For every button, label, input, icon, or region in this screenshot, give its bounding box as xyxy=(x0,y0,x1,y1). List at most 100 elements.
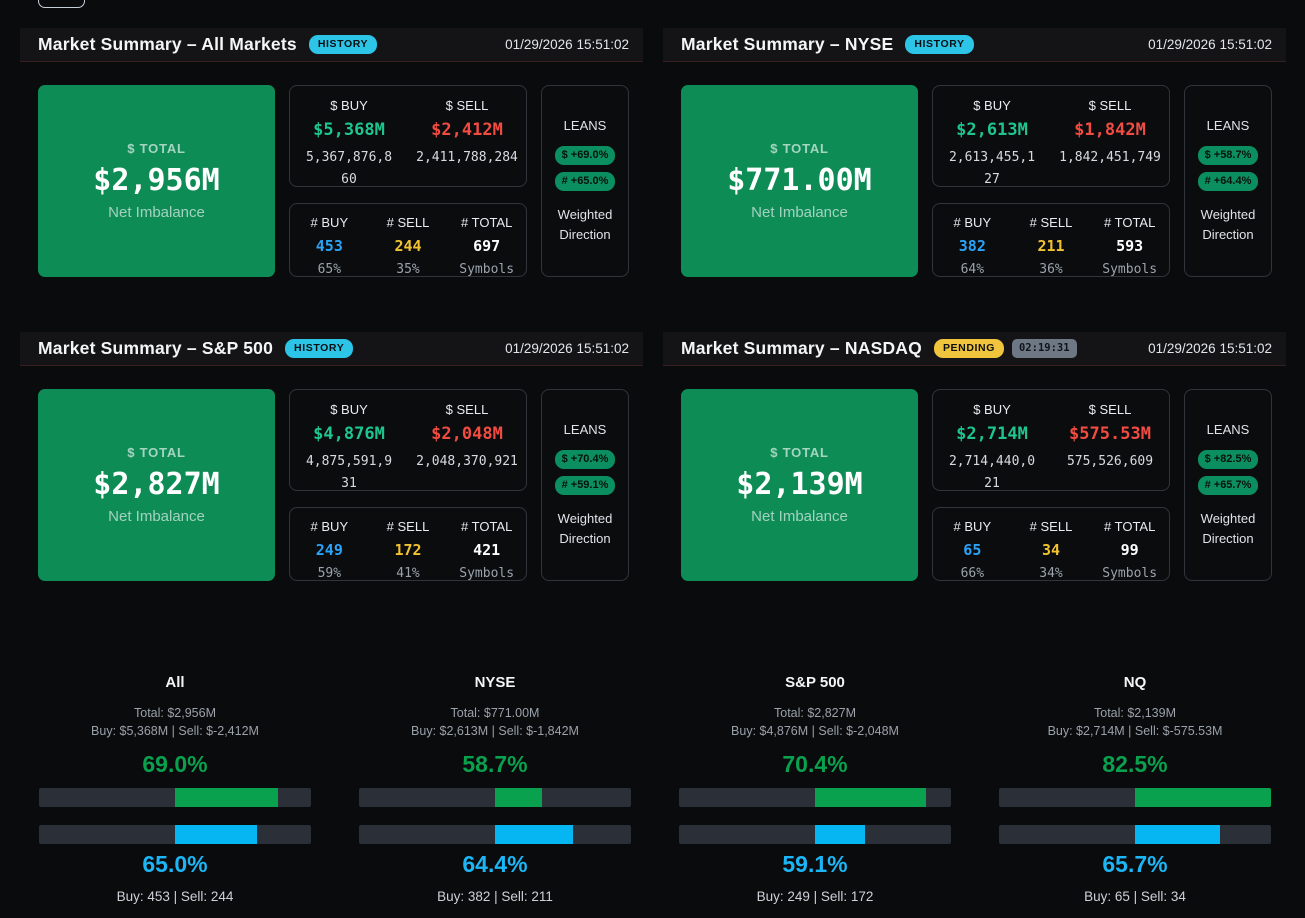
total-label: $ TOTAL xyxy=(127,445,186,460)
dollar-buy-sell-box: $ BUY $5,368M 5,367,876,860 $ SELL $2,41… xyxy=(289,85,527,187)
leans-dollar-badge: $ +70.4% xyxy=(554,449,616,469)
leans-dollar-badge: $ +82.5% xyxy=(1197,449,1259,469)
panel-header: Market Summary – All Markets HISTORY 01/… xyxy=(20,28,643,62)
counts-box: # BUY 382 64% # SELL 211 36% # TOTAL 593… xyxy=(932,203,1170,277)
total-caption: Net Imbalance xyxy=(751,508,848,525)
dollar-imbalance-pct: 82.5% xyxy=(1102,751,1168,777)
count-total-sub: Symbols xyxy=(1102,566,1158,581)
history-badge: HISTORY xyxy=(285,339,354,358)
dollar-buy-value: $5,368M xyxy=(313,120,385,140)
count-buy-label: # BUY xyxy=(310,519,349,534)
count-total-label: # TOTAL xyxy=(1104,519,1156,534)
summary-title: S&P 500 xyxy=(785,674,845,691)
count-imbalance-pct: 59.1% xyxy=(782,851,848,877)
total-label: $ TOTAL xyxy=(127,141,186,156)
panel-nasdaq: Market Summary – NASDAQ PENDING 02:19:31… xyxy=(663,332,1286,581)
total-value: $2,139M xyxy=(736,467,863,502)
count-sell-label: # SELL xyxy=(1029,215,1073,230)
dollar-sell-label: $ SELL xyxy=(1088,98,1132,113)
summary-counts-line: Buy: 249 | Sell: 172 xyxy=(756,889,874,904)
summary-counts-line: Buy: 453 | Sell: 244 xyxy=(116,889,234,904)
total-label: $ TOTAL xyxy=(770,445,829,460)
dollar-sell-full: 1,842,451,749 xyxy=(1059,150,1161,165)
leans-label: LEANS xyxy=(1206,421,1250,437)
leans-count-badge: # +65.7% xyxy=(1197,475,1259,495)
count-buy-pct: 64% xyxy=(960,262,985,277)
count-total-label: # TOTAL xyxy=(461,215,513,230)
summary-column-all: All Total: $2,956M Buy: $5,368M | Sell: … xyxy=(15,674,335,904)
leans-count-badge: # +65.0% xyxy=(554,171,616,191)
dollar-buy-label: $ BUY xyxy=(330,402,368,417)
dollar-sell-full: 2,048,370,921 xyxy=(416,454,518,469)
dollar-buy-label: $ BUY xyxy=(973,98,1011,113)
dollar-buy-value: $2,613M xyxy=(956,120,1028,140)
dollar-sell-value: $2,412M xyxy=(431,120,503,140)
count-total-sub: Symbols xyxy=(1102,262,1158,277)
count-buy-value: 453 xyxy=(315,237,343,255)
dollar-sell-value: $1,842M xyxy=(1074,120,1146,140)
dollar-imbalance-bar xyxy=(679,788,951,807)
summary-column-nq: NQ Total: $2,139M Buy: $2,714M | Sell: $… xyxy=(975,674,1295,904)
count-imbalance-bar xyxy=(679,825,951,844)
panel-timestamp: 01/29/2026 15:51:02 xyxy=(505,341,629,356)
count-sell-pct: 41% xyxy=(396,566,420,581)
panel-all-markets: Market Summary – All Markets HISTORY 01/… xyxy=(20,28,643,277)
dollar-imbalance-bar xyxy=(999,788,1271,807)
net-imbalance-card: $ TOTAL $2,139M Net Imbalance xyxy=(681,389,918,581)
net-imbalance-card: $ TOTAL $771.00M Net Imbalance xyxy=(681,85,918,277)
leans-dollar-badge: $ +69.0% xyxy=(554,145,616,165)
summary-buysell-line: Buy: $4,876M | Sell: $-2,048M xyxy=(731,724,899,738)
count-imbalance-bar xyxy=(359,825,631,844)
counts-box: # BUY 65 66% # SELL 34 34% # TOTAL 99 Sy… xyxy=(932,507,1170,581)
dollar-imbalance-pct: 69.0% xyxy=(142,751,208,777)
dollar-buy-label: $ BUY xyxy=(973,402,1011,417)
dollar-sell-full: 575,526,609 xyxy=(1066,454,1154,469)
count-total-value: 593 xyxy=(1116,237,1144,255)
leans-caption: Weighted Direction xyxy=(557,510,613,546)
dollar-imbalance-pct: 58.7% xyxy=(462,751,528,777)
panel-title: Market Summary – S&P 500 xyxy=(38,338,274,358)
summary-buysell-line: Buy: $5,368M | Sell: $-2,412M xyxy=(91,724,259,738)
count-imbalance-bar xyxy=(999,825,1271,844)
count-sell-label: # SELL xyxy=(1029,519,1073,534)
count-total-label: # TOTAL xyxy=(461,519,513,534)
dollar-imbalance-pct: 70.4% xyxy=(782,751,848,777)
total-caption: Net Imbalance xyxy=(751,204,848,221)
leans-label: LEANS xyxy=(563,117,607,133)
count-buy-label: # BUY xyxy=(953,519,992,534)
panel-header: Market Summary – NYSE HISTORY 01/29/2026… xyxy=(663,28,1286,62)
count-imbalance-bar-fill xyxy=(1135,825,1221,844)
count-buy-label: # BUY xyxy=(953,215,992,230)
summary-title: NQ xyxy=(1123,674,1147,691)
dollar-buy-value: $2,714M xyxy=(956,424,1028,444)
count-imbalance-bar xyxy=(39,825,311,844)
total-caption: Net Imbalance xyxy=(108,204,205,221)
summary-buysell-line: Buy: $2,613M | Sell: $-1,842M xyxy=(411,724,579,738)
dollar-sell-value: $575.53M xyxy=(1069,424,1151,444)
leans-count-badge: # +59.1% xyxy=(554,475,616,495)
partial-top-button[interactable] xyxy=(38,0,85,8)
dollar-buy-full: 2,714,440,021 xyxy=(948,454,1036,491)
count-sell-value: 172 xyxy=(394,541,422,559)
summary-total-line: Total: $2,956M xyxy=(134,706,216,720)
dollar-sell-label: $ SELL xyxy=(1088,402,1132,417)
leans-caption: Weighted Direction xyxy=(557,206,613,242)
dollar-sell-full: 2,411,788,284 xyxy=(416,150,518,165)
counts-box: # BUY 453 65% # SELL 244 35% # TOTAL 697… xyxy=(289,203,527,277)
dollar-buy-value: $4,876M xyxy=(313,424,385,444)
dollar-buy-full: 4,875,591,931 xyxy=(305,454,393,491)
summary-column-nyse: NYSE Total: $771.00M Buy: $2,613M | Sell… xyxy=(335,674,655,904)
dollar-imbalance-bar-fill xyxy=(175,788,279,807)
total-value: $771.00M xyxy=(727,163,872,198)
panel-title: Market Summary – All Markets xyxy=(38,34,297,54)
summary-column-sp500: S&P 500 Total: $2,827M Buy: $4,876M | Se… xyxy=(655,674,975,904)
pending-badge: PENDING xyxy=(933,339,1004,358)
panel-sp500: Market Summary – S&P 500 HISTORY 01/29/2… xyxy=(20,332,643,581)
panel-title: Market Summary – NASDAQ xyxy=(681,338,922,358)
count-total-sub: Symbols xyxy=(459,262,515,277)
dollar-buy-full: 2,613,455,127 xyxy=(948,150,1036,187)
count-imbalance-pct: 65.0% xyxy=(142,851,208,877)
leans-box: LEANS $ +58.7% # +64.4% Weighted Directi… xyxy=(1184,85,1272,277)
leans-box: LEANS $ +70.4% # +59.1% Weighted Directi… xyxy=(541,389,629,581)
panel-header: Market Summary – NASDAQ PENDING 02:19:31… xyxy=(663,332,1286,366)
